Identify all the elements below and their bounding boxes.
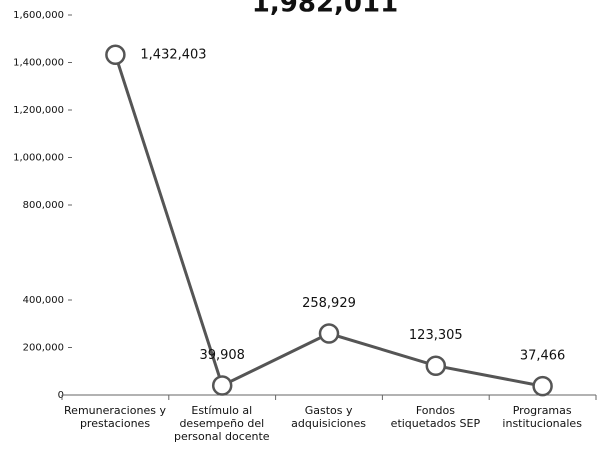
point — [318, 323, 340, 344]
data-label: 37,466 — [520, 349, 566, 364]
y-tick-label: 1,400,000 — [13, 58, 64, 69]
x-tick-label: Programas institucionales — [502, 404, 582, 430]
y-tick-label: 1,200,000 — [13, 105, 64, 116]
y-tick-label: 800,000 — [23, 200, 64, 211]
x-tick-label: Gastos y adquisiciones — [291, 404, 366, 430]
chart-title: 1,982,011 — [252, 0, 398, 19]
x-tick-label: Estímulo al desempeño del personal docen… — [174, 404, 270, 443]
y-tick-label: 200,000 — [23, 343, 64, 354]
x-tick-label: Remuneraciones y prestaciones — [64, 404, 166, 430]
point — [105, 44, 126, 66]
y-tick-label: 1,000,000 — [13, 153, 64, 164]
x-tick-label: Fondos etiquetados SEP — [390, 404, 481, 430]
data-label: 258,929 — [302, 296, 356, 311]
point — [425, 355, 447, 376]
y-tick-label: 0 — [58, 390, 64, 401]
y-tick-label: 400,000 — [23, 295, 64, 306]
y-tick-label: 1,600,000 — [13, 10, 64, 21]
data-label: 123,305 — [409, 328, 463, 343]
data-label: 39,908 — [199, 348, 245, 363]
point — [211, 375, 233, 396]
point — [532, 375, 553, 397]
data-label: 1,432,403 — [140, 47, 206, 62]
